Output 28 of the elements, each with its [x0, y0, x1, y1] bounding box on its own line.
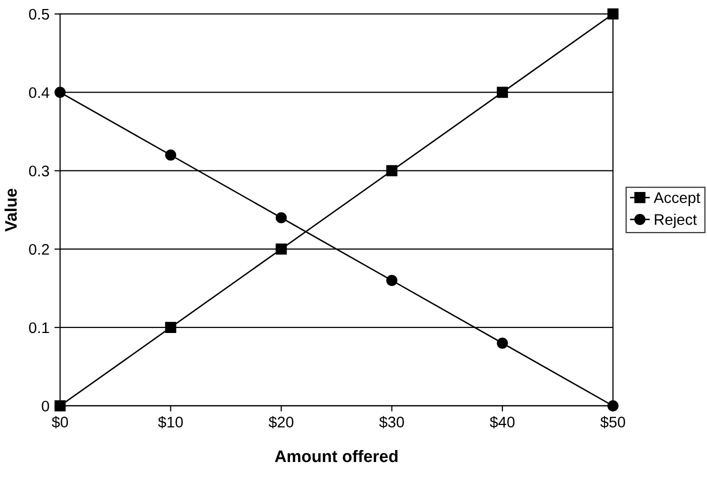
y-tick-label: 0.5	[29, 8, 50, 20]
x-tick-label: $0	[52, 416, 68, 428]
point	[276, 212, 287, 224]
point	[496, 86, 508, 98]
x-tick-label: $10	[158, 416, 183, 428]
point	[54, 86, 66, 98]
legend-label: Reject	[654, 214, 697, 228]
y-axis-title: Value	[4, 188, 17, 232]
point	[54, 400, 66, 412]
y-tick-label: 0.4	[29, 87, 50, 98]
point	[165, 322, 176, 334]
point	[386, 165, 398, 176]
y-tick-label: 0.2	[29, 244, 49, 255]
point	[386, 274, 398, 286]
y-tick-label: 0.1	[29, 322, 49, 334]
y-tick-label: 0	[42, 400, 50, 412]
point	[607, 8, 619, 20]
point	[496, 338, 508, 349]
x-tick-label: $50	[600, 416, 626, 428]
y-tick-label: 0.3	[29, 166, 50, 176]
x-axis-title: Amount offered	[274, 450, 398, 462]
x-tick-label: $30	[379, 416, 404, 428]
x-tick-label: $20	[268, 416, 294, 428]
legend-label: Accept	[654, 192, 700, 206]
point	[165, 149, 176, 161]
point	[607, 400, 619, 412]
x-tick-label: $40	[490, 416, 515, 428]
point	[276, 244, 287, 255]
